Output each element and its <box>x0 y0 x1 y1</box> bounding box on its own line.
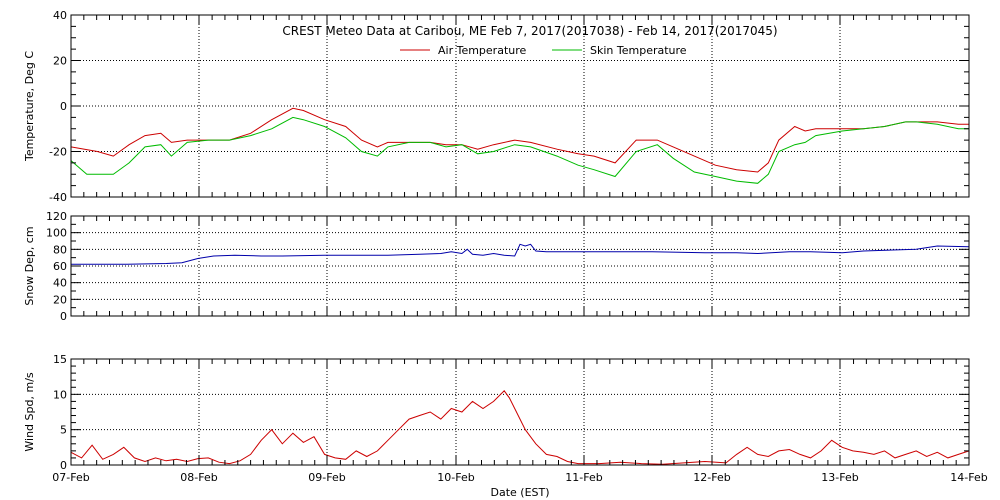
y-tick-label: 60 <box>53 260 67 273</box>
x-tick-label: 08-Feb <box>180 471 217 484</box>
y-tick-label: 100 <box>46 227 67 240</box>
x-tick-label: 10-Feb <box>437 471 474 484</box>
y-tick-label: -20 <box>49 146 67 159</box>
series-line-skin-temperature <box>70 116 969 184</box>
y-tick-label: -40 <box>49 191 67 204</box>
x-tick-label: 12-Feb <box>693 471 730 484</box>
x-tick-label: 11-Feb <box>565 471 602 484</box>
legend-label: Skin Temperature <box>590 44 687 57</box>
y-axis-label: Wind Spd, m/s <box>23 372 36 452</box>
chart-title: CREST Meteo Data at Caribou, ME Feb 7, 2… <box>282 24 777 38</box>
y-axis-label: Snow Dep, cm <box>23 226 36 305</box>
x-axis-label: Date (EST) <box>490 486 549 499</box>
x-tick-label: 13-Feb <box>821 471 858 484</box>
plot-frame <box>70 14 970 198</box>
x-tick-label: 09-Feb <box>308 471 345 484</box>
y-tick-label: 80 <box>53 243 67 256</box>
series-line-panel3 <box>70 390 970 465</box>
y-tick-label: 10 <box>53 388 67 401</box>
panel-1: -40 -20 0 20 40 Temperature, Deg C Air Tempera… <box>23 9 970 204</box>
y-tick-label: 20 <box>53 293 67 306</box>
x-tick-label: 07-Feb <box>52 471 89 484</box>
plot-frame <box>70 215 970 317</box>
y-tick-label: 0 <box>60 310 67 323</box>
x-tick-label: 14-Feb <box>950 471 987 484</box>
y-tick-label: 0 <box>60 459 67 472</box>
plot-frame <box>70 358 970 466</box>
panel-3: 0 5 10 15 Wind Spd, m/s <box>23 353 970 472</box>
y-tick-label: 40 <box>53 9 67 22</box>
panel-2: 0 20 40 60 80 100 120 Snow Dep, cm <box>23 210 970 323</box>
y-axis-label: Temperature, Deg C <box>23 51 36 162</box>
series-line-panel2 <box>71 243 970 265</box>
y-tick-label: 0 <box>60 100 67 113</box>
y-tick-label: 120 <box>46 210 67 223</box>
y-tick-label: 40 <box>53 277 67 290</box>
y-tick-label: 15 <box>53 353 67 366</box>
legend-label: Air Temperature <box>438 44 527 57</box>
y-tick-label: 20 <box>53 55 67 68</box>
y-tick-label: 5 <box>60 424 67 437</box>
